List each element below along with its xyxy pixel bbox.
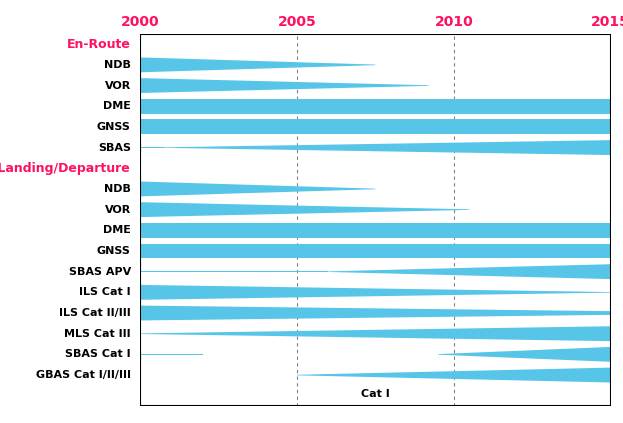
Text: NDB: NDB <box>104 60 131 70</box>
Polygon shape <box>438 347 611 362</box>
Text: 2015: 2015 <box>591 15 623 29</box>
Text: ILS Cat I: ILS Cat I <box>79 287 131 297</box>
Polygon shape <box>140 202 470 217</box>
Text: 2010: 2010 <box>434 15 473 29</box>
Text: MLS Cat III: MLS Cat III <box>64 329 131 339</box>
Polygon shape <box>140 285 611 300</box>
Polygon shape <box>140 223 611 238</box>
Polygon shape <box>297 368 611 382</box>
Polygon shape <box>140 119 611 135</box>
Text: DME: DME <box>103 225 131 235</box>
Polygon shape <box>140 326 611 341</box>
Text: SBAS: SBAS <box>98 143 131 153</box>
Text: GNSS: GNSS <box>97 246 131 256</box>
Text: VOR: VOR <box>105 205 131 214</box>
Polygon shape <box>165 140 611 155</box>
Text: SBAS APV: SBAS APV <box>69 266 131 277</box>
Polygon shape <box>140 58 375 72</box>
Text: VOR: VOR <box>105 80 131 91</box>
Polygon shape <box>140 305 611 321</box>
Polygon shape <box>140 181 375 196</box>
Text: NDB: NDB <box>104 184 131 194</box>
Text: 2000: 2000 <box>121 15 159 29</box>
Text: 2005: 2005 <box>278 15 316 29</box>
Polygon shape <box>140 147 165 148</box>
Polygon shape <box>140 244 611 258</box>
Text: SBAS Cat I: SBAS Cat I <box>65 349 131 360</box>
Text: GNSS: GNSS <box>97 122 131 132</box>
Text: ILS Cat II/III: ILS Cat II/III <box>59 308 131 318</box>
Text: Cat I: Cat I <box>361 389 390 398</box>
Polygon shape <box>140 78 429 93</box>
Text: En-Route: En-Route <box>67 38 131 51</box>
Polygon shape <box>328 264 611 279</box>
Text: Approach/Landing/Departure: Approach/Landing/Departure <box>0 162 131 175</box>
Text: DME: DME <box>103 101 131 111</box>
Polygon shape <box>140 99 611 114</box>
Text: GBAS Cat I/II/III: GBAS Cat I/II/III <box>36 370 131 380</box>
